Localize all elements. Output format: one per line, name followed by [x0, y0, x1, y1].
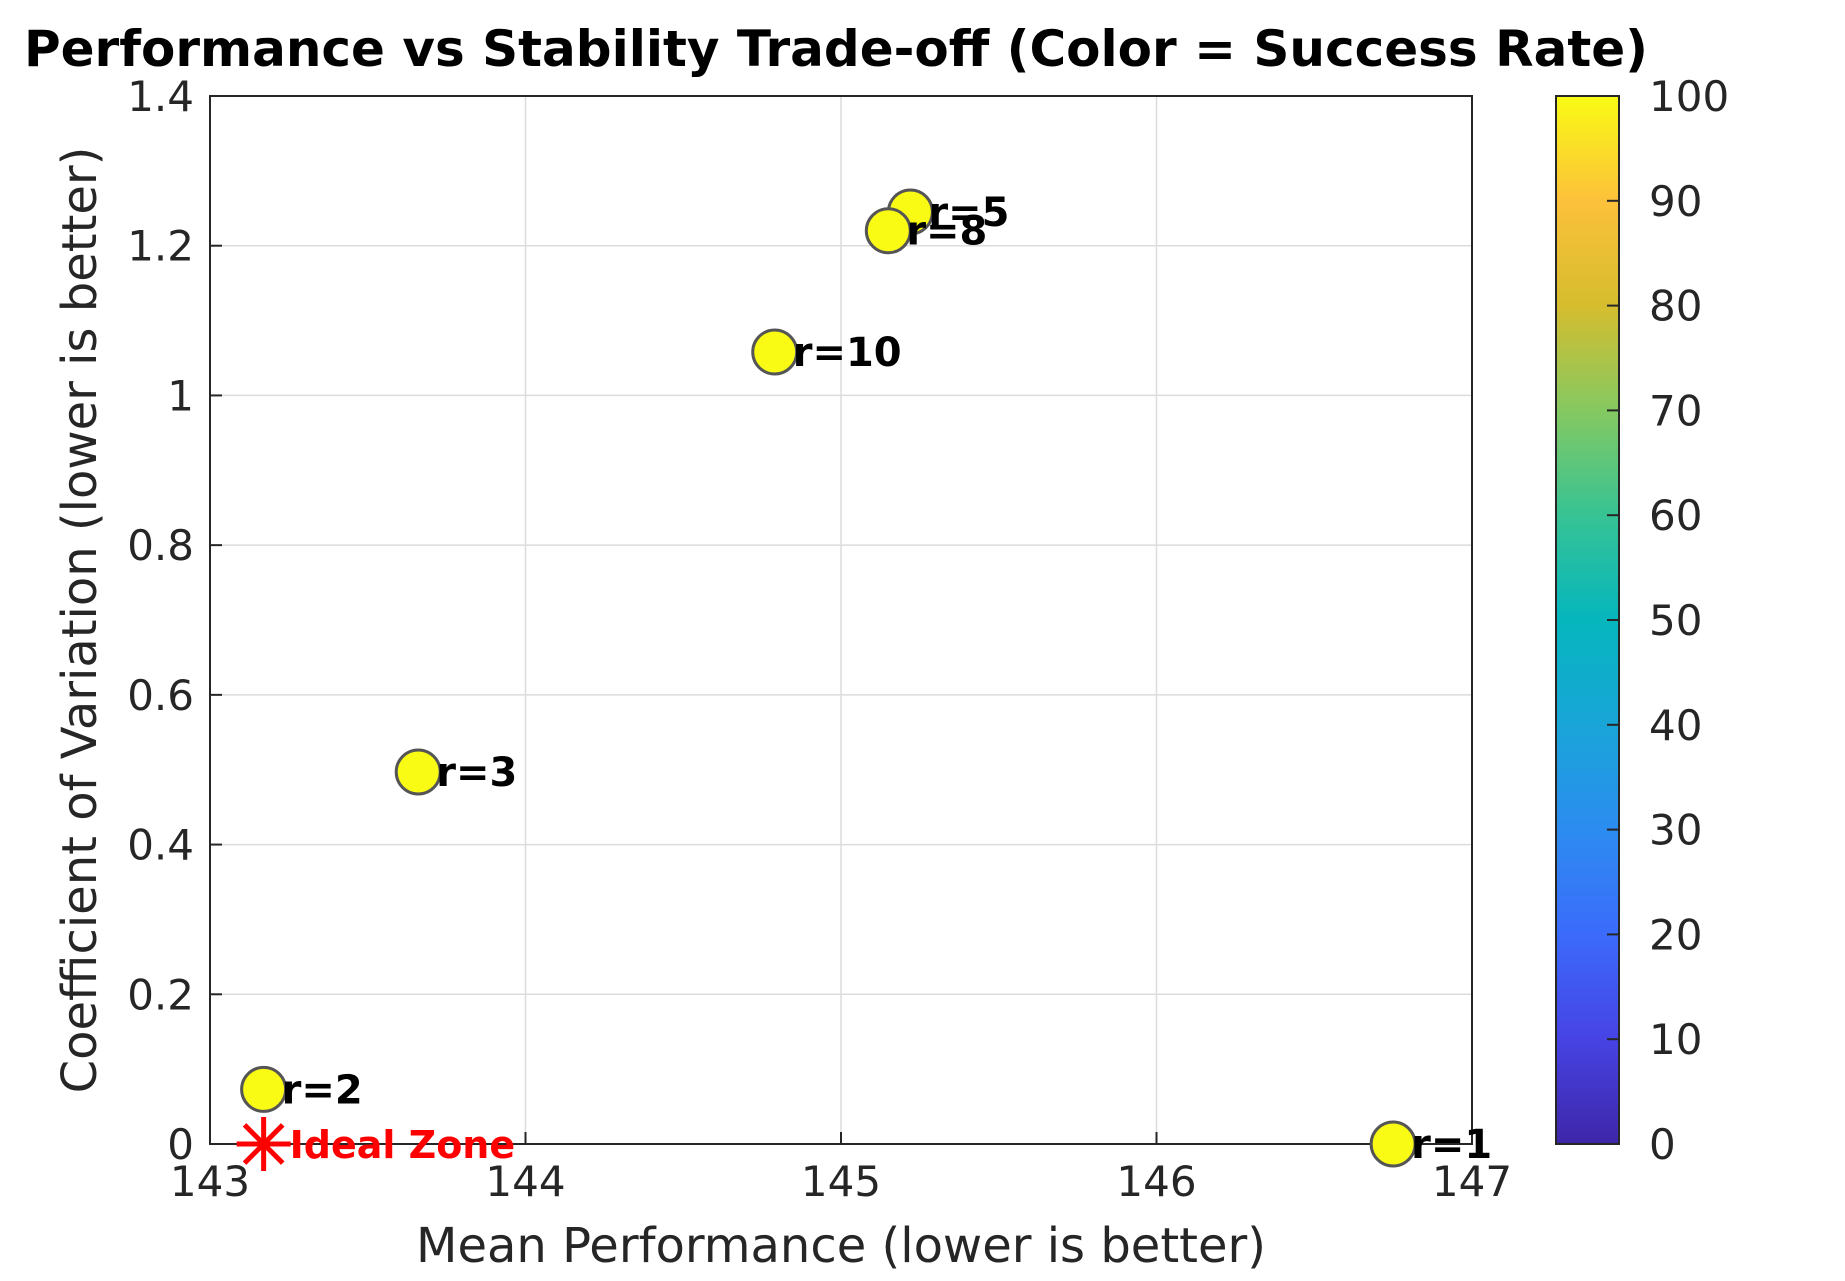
x-axis-label: Mean Performance (lower is better) — [416, 1218, 1266, 1274]
colorbar-ticks: 0 10 20 30 40 50 60 70 80 90 100 — [1607, 72, 1729, 1169]
colorbar-tick-label: 30 — [1649, 806, 1702, 855]
colorbar-tick-label: 70 — [1649, 386, 1702, 435]
y-tick-label: 0 — [167, 1120, 194, 1169]
data-point-label: r=3 — [436, 750, 517, 796]
colorbar-tick-label: 40 — [1649, 701, 1702, 750]
y-tick-label: 1.4 — [127, 72, 194, 121]
chart-title: Performance vs Stability Trade-off (Colo… — [24, 20, 1648, 78]
data-point-label: r=10 — [793, 330, 902, 376]
data-point — [864, 207, 912, 255]
y-tick-label: 0.4 — [127, 821, 194, 870]
data-point-label: r=1 — [1411, 1122, 1492, 1168]
y-tick-label: 0.2 — [127, 970, 194, 1019]
data-point-label: r=5 — [928, 190, 1009, 236]
colorbar-tick-label: 90 — [1649, 177, 1702, 226]
ideal-zone-marker: Ideal Zone — [236, 1117, 516, 1171]
y-axis-label: Coefficient of Variation (lower is bette… — [52, 147, 108, 1094]
data-point — [240, 1065, 288, 1113]
colorbar-tick-label: 100 — [1649, 72, 1729, 121]
y-tick-label: 0.8 — [127, 521, 194, 570]
x-tick-label: 146 — [1116, 1157, 1196, 1206]
y-tick-label: 1 — [167, 371, 194, 420]
colorbar-tick-label: 60 — [1649, 491, 1702, 540]
data-point — [1369, 1120, 1417, 1168]
colorbar-tick-label: 50 — [1649, 596, 1702, 645]
y-tick-label: 0.6 — [127, 671, 194, 720]
x-tick-label: 143 — [170, 1157, 250, 1206]
colorbar-tick-label: 0 — [1649, 1120, 1676, 1169]
colorbar-tick-label: 20 — [1649, 910, 1702, 959]
data-point-label: r=8 — [906, 209, 987, 255]
x-tick-label: 147 — [1432, 1157, 1512, 1206]
ideal-zone-label: Ideal Zone — [290, 1123, 516, 1167]
data-point — [751, 328, 799, 376]
grid-lines — [209, 95, 1473, 1145]
data-point-label: r=2 — [282, 1067, 363, 1113]
colorbar-tick-label: 10 — [1649, 1015, 1702, 1064]
y-tick-label: 1.2 — [127, 222, 194, 271]
data-points: r=1 r=2 r=3 r=5r=8 r=10 — [240, 188, 1492, 1168]
y-axis-ticks: 0 0.2 0.4 0.6 0.8 1 1.2 1.4 — [127, 72, 222, 1169]
ideal-star-stroke — [242, 1123, 285, 1165]
data-point — [394, 748, 442, 796]
x-axis-ticks: 143 144 145 146 147 — [170, 1132, 1512, 1206]
x-tick-label: 144 — [485, 1157, 565, 1206]
x-tick-label: 145 — [801, 1157, 881, 1206]
colorbar-tick-label: 80 — [1649, 282, 1702, 331]
